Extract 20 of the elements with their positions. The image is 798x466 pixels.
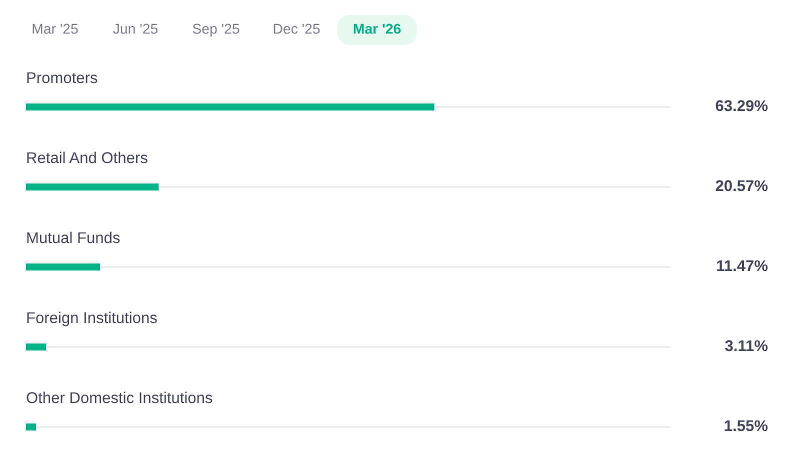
y-tick-label: Retail And Others <box>27 152 148 164</box>
data-label: 1.55% <box>724 420 768 432</box>
data-label: 3.11% <box>725 340 768 352</box>
bar <box>26 104 434 110</box>
data-label: 11.47% <box>717 260 768 272</box>
bar <box>26 264 100 270</box>
text: Sep '25 <box>192 24 240 37</box>
y-tick-label: Other Domestic Institutions <box>26 392 212 404</box>
text: Dec '25 <box>274 24 320 34</box>
y-tick-label: Foreign Institutions <box>27 312 157 326</box>
text: Mar '26 <box>354 24 401 34</box>
y-tick-label: Mutual Funds <box>27 232 120 244</box>
bar <box>26 424 36 430</box>
y-tick-label: Promoters <box>27 72 98 84</box>
data-label: 20.57% <box>716 180 768 192</box>
bar <box>26 184 159 190</box>
data-label: 63.29% <box>716 100 768 112</box>
text: Mar '25 <box>32 24 78 34</box>
bar <box>26 344 46 350</box>
text: Jun '25 <box>113 24 158 34</box>
